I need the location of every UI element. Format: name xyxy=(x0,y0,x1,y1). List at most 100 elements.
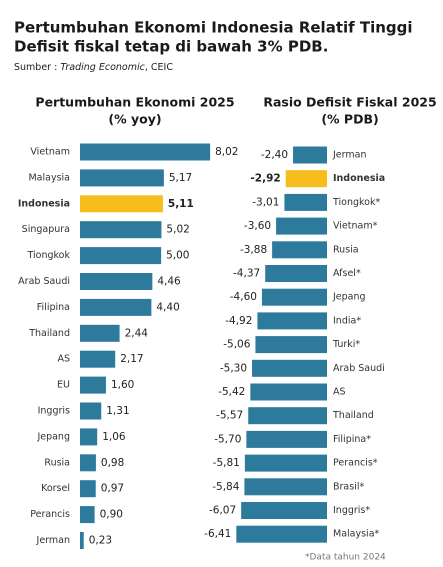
value-label: 5,00 xyxy=(166,250,189,262)
source-name: Trading Economic xyxy=(60,62,145,73)
value-label: 2,44 xyxy=(125,327,149,339)
value-label: -3,60 xyxy=(244,220,271,232)
bar xyxy=(80,324,120,342)
bar xyxy=(246,430,327,448)
bar xyxy=(241,502,327,519)
value-label: 4,40 xyxy=(156,301,179,313)
bar xyxy=(80,480,96,498)
category-label: Perancis* xyxy=(333,458,378,469)
value-label: -5,57 xyxy=(216,410,243,422)
category-label: India* xyxy=(333,315,361,326)
category-label: AS xyxy=(333,387,346,398)
category-label: Malaysia* xyxy=(333,529,380,540)
category-label: Turki* xyxy=(332,339,360,350)
bar xyxy=(255,336,327,354)
category-label: Indonesia xyxy=(18,198,70,209)
category-label: Jepang xyxy=(36,431,70,442)
category-label: Filipina* xyxy=(333,434,371,445)
value-label: 4,46 xyxy=(157,276,181,288)
bar xyxy=(80,298,152,316)
bar xyxy=(236,525,327,543)
bar xyxy=(80,454,96,472)
category-label: Arab Saudi xyxy=(18,276,70,287)
value-label: -3,01 xyxy=(252,196,279,208)
category-label: Jepang xyxy=(332,292,366,303)
value-label: -2,40 xyxy=(261,149,288,161)
bar xyxy=(284,193,327,211)
category-label: Arab Saudi xyxy=(333,363,385,374)
value-label: 0,97 xyxy=(101,483,124,495)
chart-subtitle: (% yoy) xyxy=(108,112,161,127)
value-label: 1,06 xyxy=(102,431,126,443)
category-label: Thailand xyxy=(332,410,374,421)
value-label: -5,42 xyxy=(218,386,245,398)
value-label: 5,17 xyxy=(169,172,192,184)
value-label: -2,92 xyxy=(250,173,280,185)
bar xyxy=(80,376,106,394)
category-label: Jerman xyxy=(36,535,70,546)
bar xyxy=(252,359,327,377)
value-label: 5,02 xyxy=(166,224,189,236)
category-label: Tiongkok* xyxy=(332,197,380,208)
source-rest: , CEIC xyxy=(145,62,173,73)
value-label: 0,90 xyxy=(100,509,123,521)
bar xyxy=(257,312,327,330)
category-label: Korsel xyxy=(41,483,70,494)
bar xyxy=(80,402,102,420)
bar xyxy=(248,407,327,425)
bar xyxy=(80,273,153,290)
bar xyxy=(80,143,211,161)
bar xyxy=(80,532,84,549)
value-label: -5,84 xyxy=(212,481,239,493)
value-label: -4,60 xyxy=(230,291,257,303)
category-label: Thailand xyxy=(28,328,70,339)
chart-title: Rasio Defisit Fiskal 2025 xyxy=(263,95,436,110)
category-label: Malaysia xyxy=(28,172,70,183)
bar xyxy=(272,241,327,259)
bar xyxy=(80,506,95,524)
category-label: Perancis xyxy=(30,509,70,520)
category-label: Rusia xyxy=(333,244,359,255)
category-label: Afsel* xyxy=(333,268,361,279)
bar xyxy=(276,217,327,235)
category-label: AS xyxy=(57,354,70,365)
value-label: -5,70 xyxy=(214,433,241,445)
value-label: 1,31 xyxy=(106,405,129,417)
bar xyxy=(80,350,116,368)
source: Sumber : Trading Economic, CEIC xyxy=(14,62,173,73)
bar xyxy=(80,169,164,187)
bar xyxy=(265,265,327,282)
bar xyxy=(261,288,327,306)
category-label: Tiongkok xyxy=(27,250,71,261)
bar xyxy=(244,478,327,496)
value-label: 0,98 xyxy=(101,457,124,469)
bar xyxy=(80,247,162,265)
category-label: Vietnam* xyxy=(333,221,378,232)
note: *Data tahun 2024 xyxy=(305,553,386,563)
bar xyxy=(244,454,327,472)
bar xyxy=(250,383,327,401)
value-label: -5,06 xyxy=(223,339,250,351)
bar xyxy=(285,170,327,188)
title: Defisit fiskal tetap di bawah 3% PDB. xyxy=(14,38,328,56)
category-label: Singapura xyxy=(22,224,70,235)
category-label: Vietnam xyxy=(30,147,70,158)
value-label: -4,92 xyxy=(225,315,252,327)
category-label: Filipina xyxy=(37,302,70,313)
category-label: Inggris* xyxy=(333,505,370,516)
category-label: Jerman xyxy=(332,150,366,161)
value-label: -6,41 xyxy=(204,528,231,540)
value-label: -6,07 xyxy=(209,505,236,517)
value-label: -5,81 xyxy=(213,457,240,469)
value-label: -5,30 xyxy=(220,362,247,374)
value-label: 1,60 xyxy=(111,379,134,391)
value-label: -3,88 xyxy=(240,244,267,256)
category-label: Rusia xyxy=(44,457,70,468)
category-label: EU xyxy=(57,380,70,391)
bar xyxy=(80,195,163,213)
value-label: 8,02 xyxy=(215,146,238,158)
bar xyxy=(293,146,327,164)
category-label: Inggris xyxy=(38,406,70,417)
value-label: 2,17 xyxy=(120,353,143,365)
category-label: Brasil* xyxy=(333,481,364,492)
